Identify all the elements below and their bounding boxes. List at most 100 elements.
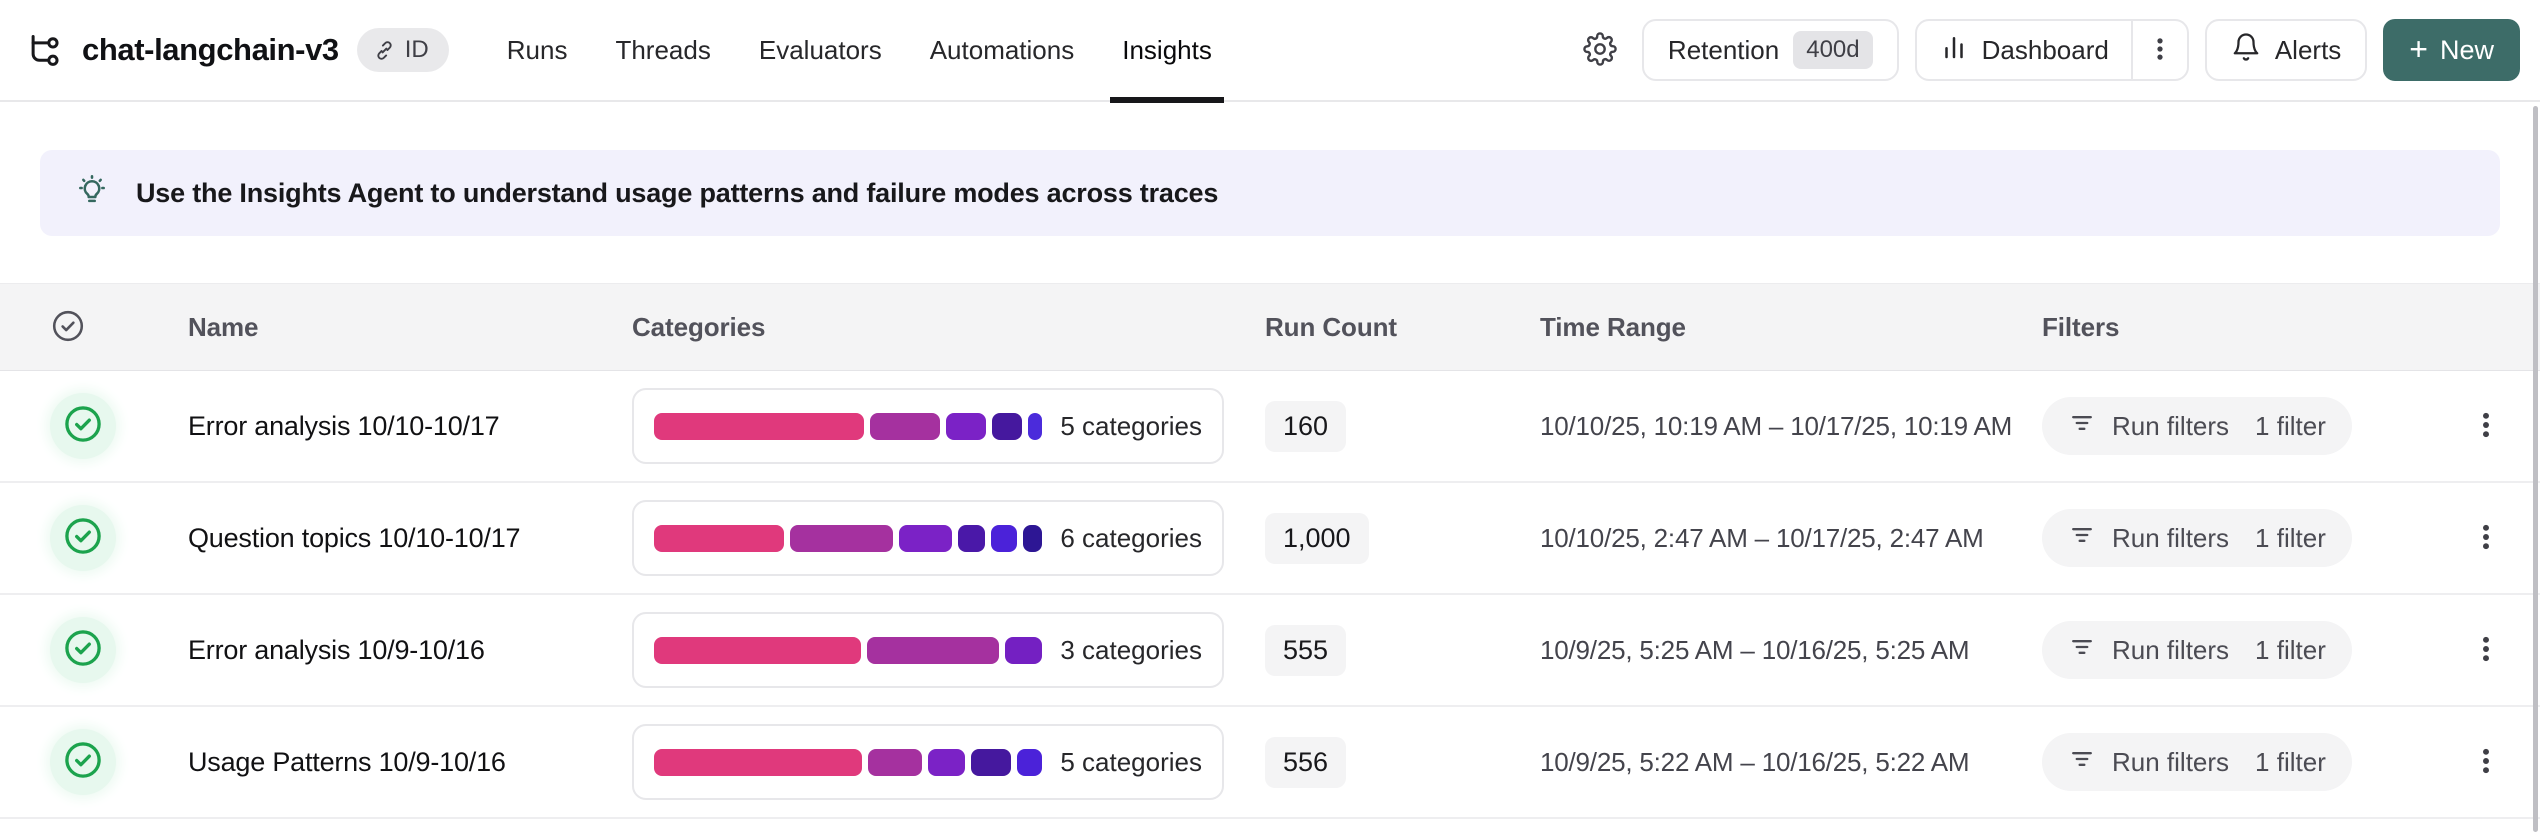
- dashboard-menu-button[interactable]: [2133, 21, 2187, 79]
- category-segment: [990, 524, 1018, 552]
- time-range: 10/9/25, 5:25 AM – 10/16/25, 5:25 AM: [1540, 634, 1970, 665]
- kebab-icon: [2469, 408, 2503, 445]
- table-body: Error analysis 10/10-10/17 5 categories …: [0, 371, 2540, 819]
- lightbulb-icon: [74, 173, 110, 214]
- run-filters-button[interactable]: Run filters 1 filter: [2042, 621, 2352, 679]
- categories-box: 6 categories: [632, 500, 1224, 576]
- table-row[interactable]: Usage Patterns 10/9-10/16 5 categories 5…: [0, 707, 2540, 819]
- kebab-icon: [2145, 34, 2175, 67]
- dashboard-split-button: Dashboard: [1914, 19, 2189, 81]
- categories-bar: [654, 636, 1043, 664]
- copy-id-button[interactable]: ID: [356, 28, 449, 72]
- row-menu-button[interactable]: [2462, 514, 2510, 562]
- dashboard-button[interactable]: Dashboard: [1917, 21, 2131, 79]
- row-status-halo: [50, 617, 116, 683]
- success-check-icon: [62, 739, 104, 786]
- new-button[interactable]: + New: [2383, 19, 2520, 81]
- id-badge-label: ID: [404, 36, 429, 63]
- categories-count-label: 6 categories: [1060, 522, 1202, 553]
- category-segment: [1027, 412, 1043, 440]
- filter-lines-icon: [2068, 633, 2096, 668]
- tab-evaluators[interactable]: Evaluators: [758, 34, 882, 65]
- insights-agent-banner: Use the Insights Agent to understand usa…: [40, 150, 2500, 236]
- row-status-halo: [50, 729, 116, 795]
- kebab-icon: [2469, 520, 2503, 557]
- filter-count-label: 1 filter: [2255, 410, 2326, 441]
- categories-box: 5 categories: [632, 388, 1224, 464]
- category-segment: [957, 524, 985, 552]
- insight-name: Question topics 10/10-10/17: [188, 522, 521, 553]
- table-row[interactable]: Error analysis 10/10-10/17 5 categories …: [0, 371, 2540, 483]
- filter-lines-icon: [2068, 745, 2096, 780]
- table-row[interactable]: Error analysis 10/9-10/16 3 categories 5…: [0, 595, 2540, 707]
- retention-button[interactable]: Retention 400d: [1641, 19, 1899, 81]
- tab-runs[interactable]: Runs: [506, 34, 568, 65]
- run-filters-button[interactable]: Run filters 1 filter: [2042, 397, 2352, 455]
- run-filters-label: Run filters: [2112, 522, 2230, 553]
- tab-insights[interactable]: Insights: [1098, 0, 1236, 103]
- run-filters-button[interactable]: Run filters 1 filter: [2042, 509, 2352, 567]
- retention-label: Retention: [1667, 34, 1780, 65]
- column-header-categories: Categories: [632, 311, 766, 342]
- category-segment: [654, 524, 784, 552]
- kebab-icon: [2469, 632, 2503, 669]
- categories-count-label: 3 categories: [1060, 634, 1202, 665]
- category-segment: [654, 636, 861, 664]
- row-status-halo: [50, 505, 116, 571]
- select-all-checkbox[interactable]: [50, 308, 86, 347]
- row-status-halo: [50, 393, 116, 459]
- category-segment: [654, 748, 862, 776]
- row-menu-button[interactable]: [2462, 738, 2510, 786]
- run-filters-label: Run filters: [2112, 634, 2230, 665]
- settings-button[interactable]: [1574, 24, 1626, 76]
- categories-bar: [654, 412, 1043, 440]
- category-segment: [866, 636, 999, 664]
- category-segment: [867, 748, 923, 776]
- filter-count-label: 1 filter: [2255, 522, 2326, 553]
- category-segment: [869, 412, 940, 440]
- time-range: 10/10/25, 2:47 AM – 10/17/25, 2:47 AM: [1540, 522, 1984, 553]
- categories-count-label: 5 categories: [1060, 410, 1202, 441]
- success-check-icon: [62, 403, 104, 450]
- filter-lines-icon: [2068, 409, 2096, 444]
- alerts-label: Alerts: [2274, 34, 2342, 65]
- bell-icon: [2231, 32, 2261, 69]
- plus-icon: +: [2409, 30, 2428, 67]
- category-segment: [1016, 748, 1043, 776]
- run-filters-button[interactable]: Run filters 1 filter: [2042, 733, 2352, 791]
- row-menu-button[interactable]: [2462, 402, 2510, 450]
- tab-automations[interactable]: Automations: [929, 34, 1075, 65]
- new-button-label: New: [2439, 34, 2494, 65]
- alerts-button[interactable]: Alerts: [2204, 19, 2368, 81]
- run-filters-label: Run filters: [2112, 410, 2230, 441]
- tab-threads[interactable]: Threads: [615, 34, 711, 65]
- category-segment: [789, 524, 893, 552]
- success-check-icon: [62, 627, 104, 674]
- filter-count-label: 1 filter: [2255, 746, 2326, 777]
- dashboard-label: Dashboard: [1981, 34, 2109, 65]
- category-segment: [945, 412, 987, 440]
- bar-chart-icon: [1939, 32, 1969, 69]
- categories-box: 3 categories: [632, 612, 1224, 688]
- project-heading: chat-langchain-v3 ID: [26, 28, 449, 72]
- success-check-icon: [62, 515, 104, 562]
- category-segment: [654, 412, 864, 440]
- column-header-filters: Filters: [2042, 311, 2120, 342]
- circle-check-icon: [50, 308, 86, 347]
- filter-lines-icon: [2068, 521, 2096, 556]
- column-header-name: Name: [188, 311, 259, 342]
- header-actions: Retention 400d Dashboard: [1574, 19, 2520, 81]
- row-menu-button[interactable]: [2462, 626, 2510, 674]
- run-filters-label: Run filters: [2112, 746, 2230, 777]
- table-row[interactable]: Question topics 10/10-10/17 6 categories…: [0, 483, 2540, 595]
- categories-box: 5 categories: [632, 724, 1224, 800]
- project-tabs: Runs Threads Evaluators Automations Insi…: [483, 0, 1236, 103]
- column-header-run-count: Run Count: [1265, 311, 1397, 342]
- button-divider: [2130, 21, 2133, 79]
- gear-icon: [1583, 31, 1617, 69]
- column-header-time-range: Time Range: [1540, 311, 1686, 342]
- vertical-scrollbar[interactable]: [2533, 106, 2538, 832]
- kebab-icon: [2469, 744, 2503, 781]
- insight-name: Error analysis 10/9-10/16: [188, 634, 485, 665]
- run-count-badge: 555: [1265, 624, 1347, 676]
